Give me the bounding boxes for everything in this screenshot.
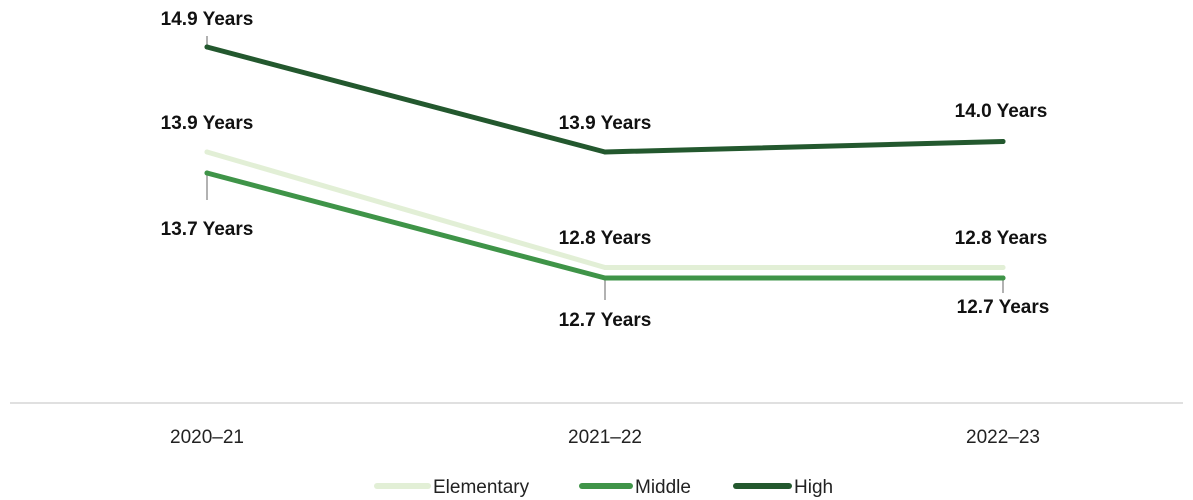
legend-label-elementary: Elementary — [433, 477, 530, 498]
x-tick-label-1: 2021–22 — [568, 427, 642, 448]
point-elementary-1 — [602, 265, 608, 270]
data-label-middle-1: 12.7 Years — [559, 310, 652, 331]
point-middle-1 — [602, 275, 608, 281]
data-label-elementary-1: 12.8 Years — [559, 228, 652, 249]
series-line-elementary — [204, 149, 1006, 270]
data-label-high-0: 14.9 Years — [161, 9, 254, 30]
point-high-2 — [1000, 139, 1006, 144]
point-elementary-2 — [1000, 265, 1006, 270]
point-high-0 — [204, 44, 210, 50]
point-high-1 — [602, 149, 608, 155]
point-elementary-0 — [204, 149, 210, 155]
data-label-high-1: 13.9 Years — [559, 113, 652, 134]
x-tick-label-0: 2020–21 — [170, 427, 244, 448]
data-label-high-2: 14.0 Years — [955, 101, 1048, 122]
series-line-high — [204, 44, 1006, 155]
data-label-middle-2: 12.7 Years — [957, 297, 1050, 318]
legend-label-high: High — [794, 477, 833, 498]
point-middle-2 — [1000, 275, 1006, 281]
data-label-elementary-2: 12.8 Years — [955, 228, 1048, 249]
x-tick-label-2: 2022–23 — [966, 427, 1040, 448]
data-label-middle-0: 13.7 Years — [161, 219, 254, 240]
legend: Elementary Middle High — [374, 477, 833, 498]
point-middle-0 — [204, 170, 210, 176]
legend-label-middle: Middle — [635, 477, 691, 498]
data-label-elementary-0: 13.9 Years — [161, 113, 254, 134]
